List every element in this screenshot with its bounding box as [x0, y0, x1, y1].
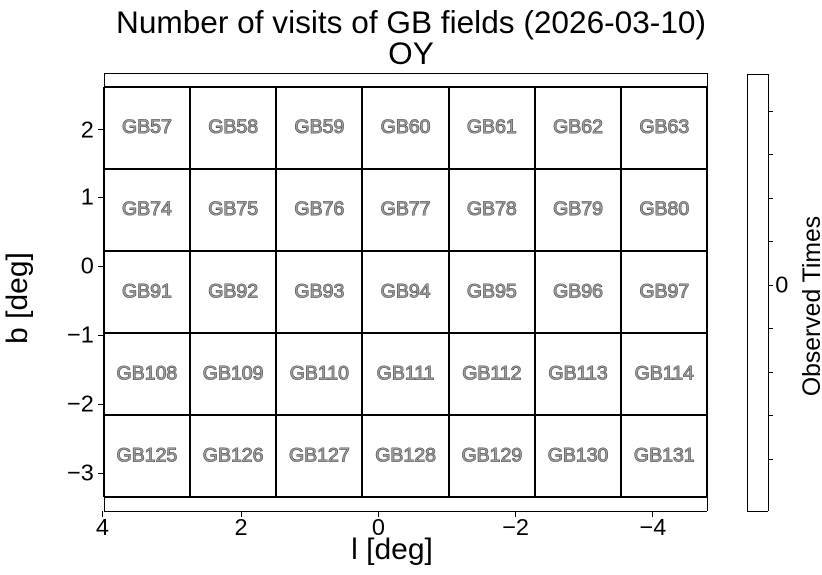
svg-text:GB129: GB129 [461, 444, 522, 466]
svg-text:GB114: GB114 [635, 362, 694, 384]
svg-text:GB131: GB131 [634, 444, 695, 466]
svg-text:GB91: GB91 [122, 280, 172, 302]
svg-text:GB94: GB94 [381, 280, 431, 302]
svg-text:GB59: GB59 [294, 116, 344, 138]
svg-text:GB93: GB93 [294, 280, 344, 302]
svg-text:GB111: GB111 [377, 362, 435, 384]
svg-text:GB127: GB127 [289, 444, 350, 466]
svg-text:GB110: GB110 [290, 362, 349, 384]
svg-text:GB96: GB96 [553, 280, 603, 302]
svg-text:GB113: GB113 [548, 362, 607, 384]
svg-text:GB130: GB130 [548, 444, 609, 466]
svg-text:GB75: GB75 [208, 198, 258, 220]
svg-text:GB92: GB92 [208, 280, 258, 302]
svg-text:GB79: GB79 [553, 198, 603, 220]
svg-text:GB60: GB60 [381, 116, 431, 138]
svg-text:GB61: GB61 [467, 116, 517, 138]
svg-text:GB76: GB76 [294, 198, 344, 220]
svg-text:GB74: GB74 [122, 198, 172, 220]
svg-text:GB78: GB78 [467, 198, 517, 220]
svg-text:GB112: GB112 [462, 362, 521, 384]
svg-text:GB57: GB57 [122, 116, 172, 138]
svg-text:GB63: GB63 [639, 116, 689, 138]
svg-text:GB80: GB80 [639, 198, 689, 220]
svg-text:GB97: GB97 [639, 280, 689, 302]
svg-text:GB108: GB108 [117, 362, 178, 384]
svg-text:GB126: GB126 [203, 444, 264, 466]
svg-text:GB58: GB58 [208, 116, 258, 138]
svg-text:GB77: GB77 [381, 198, 431, 220]
svg-text:GB109: GB109 [203, 362, 264, 384]
svg-text:GB95: GB95 [467, 280, 517, 302]
svg-text:GB62: GB62 [553, 116, 603, 138]
svg-text:GB125: GB125 [117, 444, 178, 466]
svg-text:GB128: GB128 [375, 444, 436, 466]
